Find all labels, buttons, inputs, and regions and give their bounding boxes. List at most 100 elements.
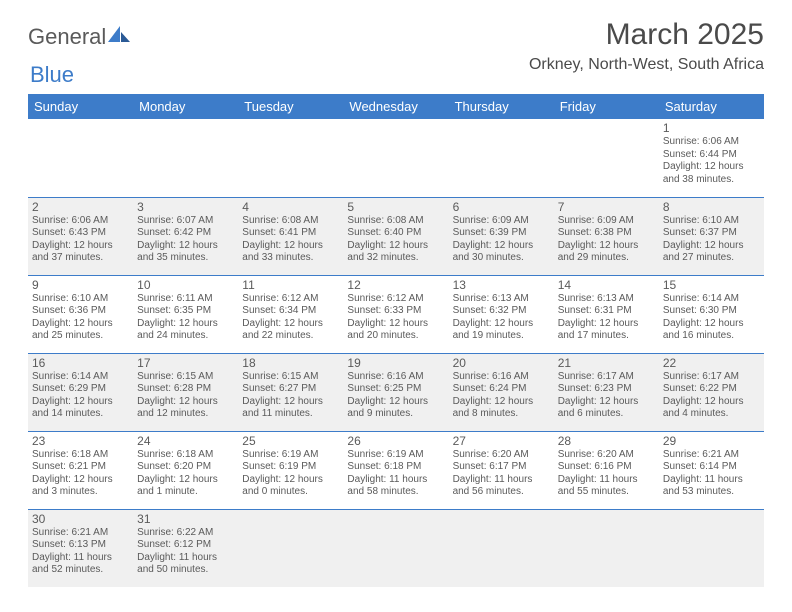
day-cell: 19Sunrise: 6:16 AMSunset: 6:25 PMDayligh… — [343, 353, 448, 431]
day-cell: 20Sunrise: 6:16 AMSunset: 6:24 PMDayligh… — [449, 353, 554, 431]
day-detail: and 55 minutes. — [558, 486, 655, 499]
day-detail: Daylight: 12 hours — [242, 240, 339, 253]
month-title: March 2025 — [529, 18, 764, 52]
day-cell: 23Sunrise: 6:18 AMSunset: 6:21 PMDayligh… — [28, 431, 133, 509]
day-detail: Daylight: 11 hours — [32, 552, 129, 565]
day-detail: and 0 minutes. — [242, 486, 339, 499]
day-detail: and 29 minutes. — [558, 252, 655, 265]
empty-cell — [449, 509, 554, 587]
day-detail: Sunset: 6:28 PM — [137, 383, 234, 396]
day-cell: 8Sunrise: 6:10 AMSunset: 6:37 PMDaylight… — [659, 197, 764, 275]
calendar-body: 1Sunrise: 6:06 AMSunset: 6:44 PMDaylight… — [28, 119, 764, 587]
day-header: Friday — [554, 94, 659, 119]
day-number: 14 — [558, 278, 655, 292]
day-cell: 24Sunrise: 6:18 AMSunset: 6:20 PMDayligh… — [133, 431, 238, 509]
day-detail: and 9 minutes. — [347, 408, 444, 421]
day-number: 15 — [663, 278, 760, 292]
day-cell: 15Sunrise: 6:14 AMSunset: 6:30 PMDayligh… — [659, 275, 764, 353]
day-detail: Daylight: 12 hours — [347, 396, 444, 409]
day-detail: Sunset: 6:37 PM — [663, 227, 760, 240]
day-cell: 18Sunrise: 6:15 AMSunset: 6:27 PMDayligh… — [238, 353, 343, 431]
day-detail: Daylight: 12 hours — [453, 240, 550, 253]
day-detail: Daylight: 12 hours — [453, 396, 550, 409]
day-detail: Sunrise: 6:07 AM — [137, 215, 234, 228]
day-detail: and 4 minutes. — [663, 408, 760, 421]
day-detail: Sunset: 6:13 PM — [32, 539, 129, 552]
day-detail: Sunset: 6:20 PM — [137, 461, 234, 474]
week-row: 30Sunrise: 6:21 AMSunset: 6:13 PMDayligh… — [28, 509, 764, 587]
day-detail: Sunset: 6:34 PM — [242, 305, 339, 318]
day-number: 11 — [242, 278, 339, 292]
day-detail: Sunrise: 6:21 AM — [663, 449, 760, 462]
day-detail: Sunrise: 6:11 AM — [137, 293, 234, 306]
day-detail: Sunset: 6:23 PM — [558, 383, 655, 396]
day-detail: Daylight: 12 hours — [242, 474, 339, 487]
day-detail: Sunrise: 6:06 AM — [663, 136, 760, 149]
day-detail: Daylight: 11 hours — [453, 474, 550, 487]
week-row: 23Sunrise: 6:18 AMSunset: 6:21 PMDayligh… — [28, 431, 764, 509]
empty-cell — [554, 509, 659, 587]
day-cell: 25Sunrise: 6:19 AMSunset: 6:19 PMDayligh… — [238, 431, 343, 509]
day-detail: and 30 minutes. — [453, 252, 550, 265]
day-detail: Sunset: 6:41 PM — [242, 227, 339, 240]
day-detail: and 32 minutes. — [347, 252, 444, 265]
day-number: 23 — [32, 434, 129, 448]
day-detail: Sunrise: 6:20 AM — [453, 449, 550, 462]
day-number: 18 — [242, 356, 339, 370]
day-header: Saturday — [659, 94, 764, 119]
empty-cell — [449, 119, 554, 197]
day-detail: Daylight: 12 hours — [663, 240, 760, 253]
day-number: 31 — [137, 512, 234, 526]
day-detail: Sunrise: 6:12 AM — [242, 293, 339, 306]
day-detail: Daylight: 12 hours — [663, 318, 760, 331]
day-detail: Sunrise: 6:13 AM — [558, 293, 655, 306]
day-detail: Sunset: 6:27 PM — [242, 383, 339, 396]
day-detail: Sunset: 6:18 PM — [347, 461, 444, 474]
sail-icon — [108, 24, 130, 50]
day-cell: 26Sunrise: 6:19 AMSunset: 6:18 PMDayligh… — [343, 431, 448, 509]
day-detail: Daylight: 12 hours — [137, 318, 234, 331]
day-detail: Sunset: 6:22 PM — [663, 383, 760, 396]
day-cell: 1Sunrise: 6:06 AMSunset: 6:44 PMDaylight… — [659, 119, 764, 197]
day-detail: Sunset: 6:30 PM — [663, 305, 760, 318]
day-detail: Sunset: 6:42 PM — [137, 227, 234, 240]
day-detail: Daylight: 12 hours — [558, 318, 655, 331]
calendar-table: SundayMondayTuesdayWednesdayThursdayFrid… — [28, 94, 764, 587]
day-detail: and 22 minutes. — [242, 330, 339, 343]
day-number: 20 — [453, 356, 550, 370]
day-cell: 12Sunrise: 6:12 AMSunset: 6:33 PMDayligh… — [343, 275, 448, 353]
day-detail: and 37 minutes. — [32, 252, 129, 265]
day-detail: and 19 minutes. — [453, 330, 550, 343]
day-detail: and 8 minutes. — [453, 408, 550, 421]
day-detail: Sunset: 6:31 PM — [558, 305, 655, 318]
day-detail: and 11 minutes. — [242, 408, 339, 421]
day-detail: and 38 minutes. — [663, 174, 760, 187]
day-number: 19 — [347, 356, 444, 370]
day-detail: Sunrise: 6:14 AM — [32, 371, 129, 384]
day-number: 8 — [663, 200, 760, 214]
day-detail: Daylight: 11 hours — [347, 474, 444, 487]
day-cell: 9Sunrise: 6:10 AMSunset: 6:36 PMDaylight… — [28, 275, 133, 353]
day-detail: and 50 minutes. — [137, 564, 234, 577]
day-detail: Daylight: 12 hours — [558, 240, 655, 253]
day-detail: Sunrise: 6:10 AM — [663, 215, 760, 228]
day-detail: Sunset: 6:33 PM — [347, 305, 444, 318]
week-row: 1Sunrise: 6:06 AMSunset: 6:44 PMDaylight… — [28, 119, 764, 197]
day-header: Monday — [133, 94, 238, 119]
day-detail: Sunset: 6:29 PM — [32, 383, 129, 396]
day-detail: Daylight: 11 hours — [663, 474, 760, 487]
day-detail: Sunrise: 6:15 AM — [242, 371, 339, 384]
day-detail: Sunset: 6:36 PM — [32, 305, 129, 318]
day-detail: Daylight: 12 hours — [347, 240, 444, 253]
day-detail: Daylight: 12 hours — [32, 240, 129, 253]
day-cell: 6Sunrise: 6:09 AMSunset: 6:39 PMDaylight… — [449, 197, 554, 275]
day-number: 16 — [32, 356, 129, 370]
day-detail: and 58 minutes. — [347, 486, 444, 499]
day-cell: 30Sunrise: 6:21 AMSunset: 6:13 PMDayligh… — [28, 509, 133, 587]
day-detail: and 6 minutes. — [558, 408, 655, 421]
day-detail: Sunrise: 6:21 AM — [32, 527, 129, 540]
week-row: 9Sunrise: 6:10 AMSunset: 6:36 PMDaylight… — [28, 275, 764, 353]
day-detail: Sunrise: 6:12 AM — [347, 293, 444, 306]
day-header-row: SundayMondayTuesdayWednesdayThursdayFrid… — [28, 94, 764, 119]
day-cell: 3Sunrise: 6:07 AMSunset: 6:42 PMDaylight… — [133, 197, 238, 275]
